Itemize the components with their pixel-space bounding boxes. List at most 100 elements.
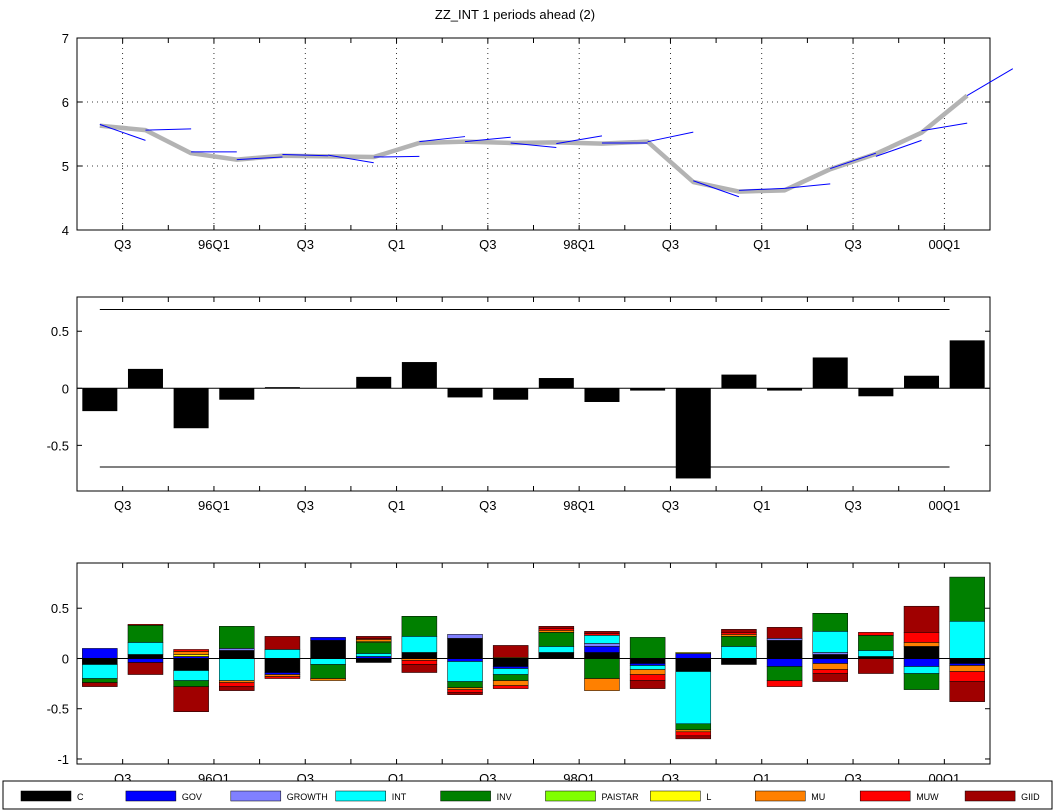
error-bar [858, 388, 894, 397]
stack-segment-c [629, 658, 666, 664]
stack-segment-inv [629, 637, 666, 659]
stack-segment-growth [766, 638, 803, 641]
forecast-segment [921, 122, 968, 132]
stack-segment-giid [492, 645, 529, 658]
forecast-segment [510, 142, 557, 148]
x-tick-label: Q1 [388, 498, 405, 513]
stack-segment-inv [401, 616, 438, 637]
stack-segment-c [949, 658, 985, 664]
stack-segment-inv [219, 626, 255, 649]
stack-segment-gov [264, 672, 301, 675]
legend-swatch-muw [859, 790, 911, 802]
x-tick-label: Q3 [114, 237, 131, 252]
stack-segment-gov [903, 658, 940, 667]
stack-segment-inv [812, 613, 848, 632]
stack-segment-muw [264, 676, 301, 679]
legend-label-paistar: PAISTAR [602, 792, 640, 802]
stack-segment-int [629, 665, 666, 670]
forecast-panel: Q3 96Q1 Q3 Q1 Q3 98Q1 Q3 Q1 Q3 00Q1 4 5 6 7 [62, 31, 1014, 252]
stack-segment-c [127, 654, 164, 659]
plot-area [76, 37, 991, 231]
stack-segment-mu [812, 663, 848, 670]
forecast-segment [693, 180, 740, 198]
legend-swatch-inv [440, 790, 491, 802]
stack-segment-gov [949, 663, 985, 666]
forecast-segment [99, 123, 146, 141]
stack-segment-giid [584, 631, 620, 634]
legend-swatch-growth [230, 790, 282, 802]
stack-segment-c [903, 646, 940, 659]
stack-segment-int [903, 666, 940, 674]
stack-segment-giid [219, 686, 255, 691]
stack-segment-mu [173, 651, 209, 655]
stack-segment-inv [584, 658, 620, 679]
stack-segment-muw [766, 680, 803, 687]
x-tick-label: 98Q1 [563, 237, 595, 252]
forecast-segment [282, 153, 329, 157]
stack-segment-c [766, 640, 803, 659]
chart-title: ZZ_INT 1 periods ahead (2) [435, 7, 595, 22]
stack-segment-giid [355, 636, 392, 639]
stack-segment-giid [629, 680, 666, 689]
stack-segment-mu [264, 674, 301, 677]
stack-segment-giid [264, 636, 301, 650]
legend-label-l: L [706, 792, 711, 802]
error-bar [949, 340, 985, 389]
error-bar [82, 388, 118, 412]
stack-segment-c [812, 654, 848, 659]
stack-segment-inv [82, 678, 118, 683]
plot-area [76, 296, 991, 492]
x-tick-label: Q3 [844, 498, 861, 513]
stack-segment-int [858, 650, 894, 657]
stack-segment-giid [401, 664, 438, 673]
stack-segment-giid [812, 673, 848, 682]
y-tick-label: 4 [62, 223, 69, 238]
legend-label-mu: MU [811, 792, 825, 802]
x-tick-label: Q3 [479, 498, 496, 513]
x-tick-label: Q1 [753, 498, 770, 513]
error-bar [493, 388, 529, 400]
y-tick-label: 0.5 [51, 324, 69, 339]
stack-segment-int [355, 653, 392, 657]
x-tick-label: Q3 [297, 498, 314, 513]
stack-segment-int [82, 664, 118, 679]
x-tick-label: Q3 [662, 498, 679, 513]
stack-segment-int [492, 668, 529, 675]
stack-segment-giid [721, 629, 757, 633]
legend-label-growth: GROWTH [287, 792, 328, 802]
y-tick-label: 0 [62, 651, 69, 666]
stack-segment-inv [173, 680, 209, 687]
stack-segment-c [538, 652, 575, 659]
stack-segment-gov [629, 663, 666, 666]
error-bar [904, 375, 940, 389]
stack-segment-c [173, 658, 209, 671]
stack-segment-int [675, 671, 712, 725]
stack-segment-muw [538, 628, 575, 631]
stack-segment-muw [675, 731, 712, 737]
stack-segment-l [675, 652, 712, 654]
stack-segment-inv [721, 636, 757, 647]
legend-swatch-giid [964, 790, 1016, 802]
stack-segment-growth [584, 643, 620, 647]
forecast-segment [875, 139, 922, 157]
stack-segment-int [949, 621, 985, 659]
legend-label-giid: GIID [1021, 792, 1040, 802]
x-tick-label: Q3 [844, 237, 861, 252]
stack-segment-muw [949, 671, 985, 682]
stack-segment-mu [584, 678, 620, 691]
stack-segment-muw [629, 674, 666, 681]
stack-segment-c [355, 658, 392, 663]
legend-swatch-mu [755, 790, 806, 802]
legend-label-gov: GOV [182, 792, 202, 802]
stack-segment-inv [492, 674, 529, 681]
stack-segment-int [538, 646, 575, 653]
legend-swatch-int [335, 790, 386, 802]
stack-segment-giid [675, 735, 712, 740]
stack-segment-c [584, 652, 620, 659]
stack-segment-gov [82, 648, 118, 659]
legend-swatch-l [650, 790, 701, 802]
stack-segment-muw [401, 660, 438, 665]
stack-segment-giid [949, 681, 985, 702]
stack-segment-growth [812, 652, 848, 655]
